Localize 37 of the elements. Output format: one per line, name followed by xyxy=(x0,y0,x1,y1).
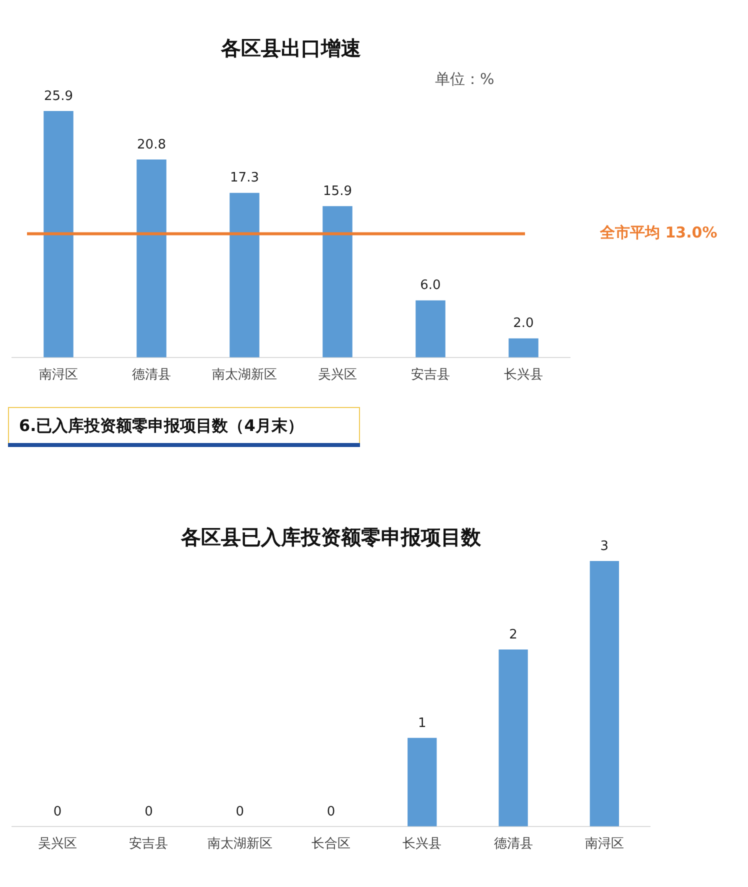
text: 6.已入库投资额零申报项目数（4月末） xyxy=(8,407,360,443)
chart-title: 各区县出口增速 xyxy=(220,36,361,60)
x-tick-label: 安吉县 xyxy=(411,366,450,383)
bar xyxy=(416,300,446,358)
x-tick-label: 德清县 xyxy=(494,836,533,852)
bar xyxy=(44,111,74,358)
x-tick-label: 长兴县 xyxy=(402,836,442,852)
data-label: 2 xyxy=(509,627,518,642)
data-label: 6.0 xyxy=(420,278,441,294)
x-tick-label: 安吉县 xyxy=(129,836,168,852)
data-label: 3 xyxy=(600,538,609,554)
data-label: 0 xyxy=(144,804,153,820)
data-label: 20.8 xyxy=(137,137,166,152)
x-tick-label: 南浔区 xyxy=(584,836,624,852)
data-label: 0 xyxy=(236,804,244,820)
data-label: 17.3 xyxy=(230,170,259,186)
bar xyxy=(508,338,538,358)
chart-title: 各区县已入库投资额零申报项目数 xyxy=(180,525,482,550)
data-label: 2.0 xyxy=(513,316,534,332)
x-tick-label: 长合区 xyxy=(312,836,350,852)
x-tick-label: 南太湖新区 xyxy=(207,836,272,852)
x-tick-label: 吴兴区 xyxy=(38,836,78,852)
data-label: 1 xyxy=(418,716,426,731)
data-label: 0 xyxy=(326,804,336,820)
ref-line-label: 全市平均 13.0% xyxy=(599,224,718,242)
data-label: 15.9 xyxy=(323,184,352,200)
bar xyxy=(322,206,352,358)
x-tick-label: 南浔区 xyxy=(39,368,78,383)
x-tick-label: 长兴县 xyxy=(504,368,543,383)
text: 单位：% xyxy=(435,70,494,88)
x-tick-label: 吴兴区 xyxy=(318,368,357,383)
data-label: 25.9 xyxy=(44,88,73,104)
x-tick-label: 南太湖新区 xyxy=(212,368,277,383)
bar xyxy=(136,160,166,358)
bar xyxy=(230,192,260,358)
data-label: 0 xyxy=(53,804,62,820)
x-tick-label: 德清县 xyxy=(132,368,171,383)
